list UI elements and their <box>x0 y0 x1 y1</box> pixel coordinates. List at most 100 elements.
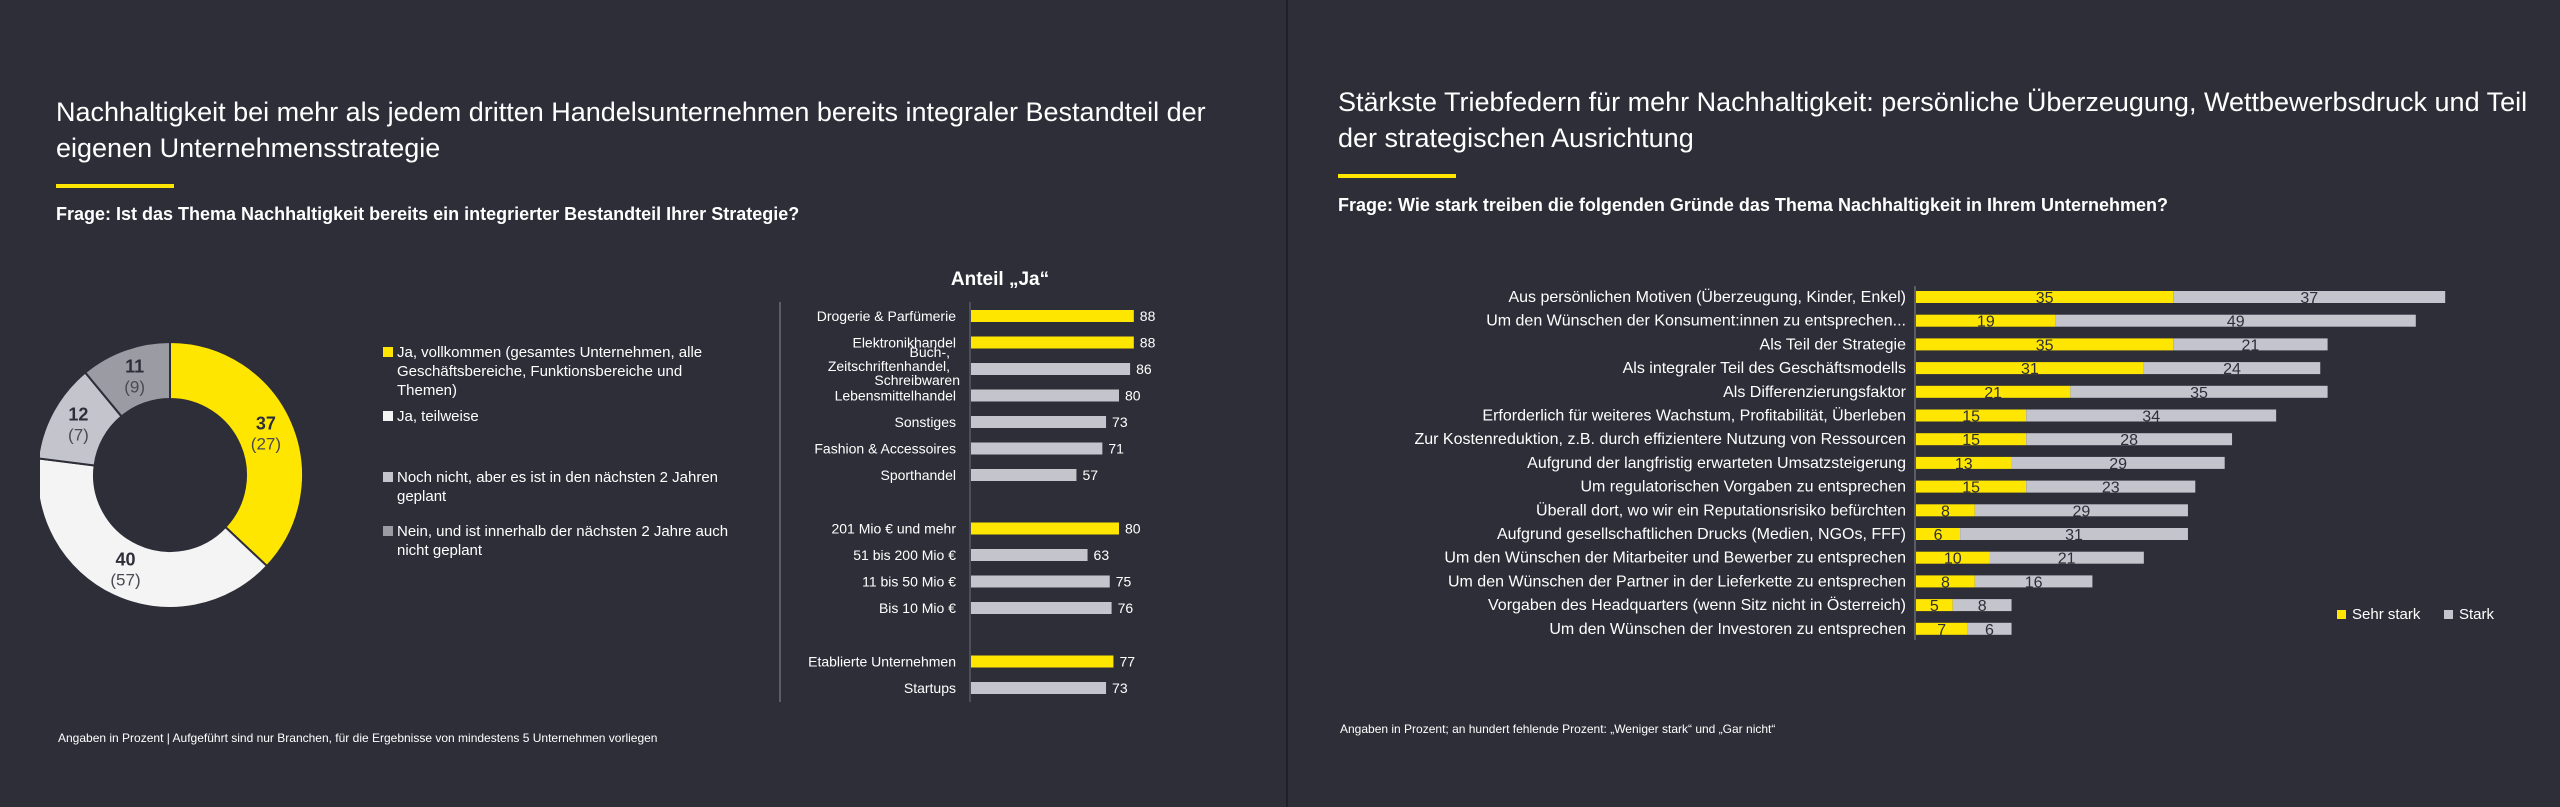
right-question: Frage: Wie stark treiben die folgenden G… <box>1338 195 2168 215</box>
segment-value-label: 6 <box>1934 527 1943 544</box>
stacked-bar-segment <box>2070 385 2328 398</box>
segment-value-label: 31 <box>2065 527 2083 544</box>
segment-value-label: 19 <box>1977 314 1995 331</box>
segment-value-label: 21 <box>2058 551 2076 568</box>
right-accent-bar <box>1338 174 1456 178</box>
bar <box>971 363 1131 375</box>
segment-value-label: 15 <box>1962 409 1980 426</box>
segment-value-label: 13 <box>1955 456 1973 473</box>
stacked-bar-segment <box>1916 433 2027 446</box>
bar-category-label: Drogerie & Parfümerie <box>817 308 956 324</box>
stacked-bar-segment <box>2173 338 2328 351</box>
bar-value-label: 88 <box>1140 335 1156 351</box>
legend-swatch <box>2444 610 2453 619</box>
donut-previous-label: (7) <box>68 426 89 445</box>
share-yes-chart-title: Anteil „Ja“ <box>951 269 1049 290</box>
stacked-bar-segment <box>2026 433 2233 446</box>
bar-category-label: Elektronikhandel <box>852 335 956 351</box>
legend-label: Sehr stark <box>2352 606 2421 623</box>
bar <box>971 682 1107 694</box>
driver-category-label: Zur Kostenreduktion, z.B. durch effizien… <box>1414 431 1906 448</box>
donut-value-label: 37 <box>256 413 276 433</box>
right-title: Stärkste Triebfedern für mehr Nachhaltig… <box>1338 87 2528 153</box>
right-slide: Stärkste Triebfedern für mehr Nachhaltig… <box>1288 0 2560 807</box>
segment-value-label: 21 <box>1984 385 2002 402</box>
bar-category-label: Lebensmittelhandel <box>835 388 956 404</box>
bar <box>971 655 1114 668</box>
segment-value-label: 49 <box>2227 314 2245 331</box>
bar <box>971 522 1119 535</box>
segment-value-label: 29 <box>2072 503 2090 520</box>
driver-category-label: Als Differenzierungsfaktor <box>1723 384 1907 401</box>
driver-category-label: Aufgrund der langfristig erwarteten Umsa… <box>1527 455 1906 472</box>
segment-value-label: 8 <box>1941 503 1950 520</box>
stacked-bar-segment <box>1916 385 2071 398</box>
stacked-bar-segment <box>1974 575 2093 588</box>
driver-category-label: Um den Wünschen der Investoren zu entspr… <box>1549 621 1906 638</box>
bar-category-label: 201 Mio € und mehr <box>831 521 956 537</box>
bar-category-label: Etablierte Unternehmen <box>808 654 956 670</box>
stacked-bar-segment <box>2011 456 2225 469</box>
bar-value-label: 80 <box>1125 521 1141 537</box>
donut-slice <box>169 340 304 568</box>
stacked-bar-segment <box>1916 551 1990 564</box>
segment-value-label: 21 <box>2242 337 2260 354</box>
bar <box>971 389 1119 402</box>
driver-category-label: Um regulatorischen Vorgaben zu entsprech… <box>1580 479 1906 496</box>
stacked-bar-segment <box>1916 456 2012 469</box>
drivers-stacked-bar-chart: Aus persönlichen Motiven (Überzeugung, K… <box>1414 286 2495 640</box>
left-question: Frage: Ist das Thema Nachhaltigkeit bere… <box>56 204 800 224</box>
stacked-bar-segment <box>1916 575 1975 588</box>
bar-category-label: Fashion & Accessoires <box>814 441 956 457</box>
bar-value-label: 88 <box>1140 308 1156 324</box>
legend-swatch <box>383 411 393 421</box>
segment-value-label: 35 <box>2190 385 2208 402</box>
driver-category-label: Um den Wünschen der Mitarbeiter und Bewe… <box>1444 550 1906 567</box>
bar-category-label: Bis 10 Mio € <box>879 600 956 616</box>
legend-label: Stark <box>2459 606 2495 623</box>
stacked-bar-segment <box>2055 314 2416 327</box>
segment-value-label: 29 <box>2109 456 2127 473</box>
stacked-bar-segment <box>1916 314 2056 327</box>
donut-previous-label: (9) <box>124 378 145 397</box>
stacked-bar-segment <box>1916 528 1961 540</box>
bar-value-label: 77 <box>1119 654 1135 670</box>
segment-value-label: 34 <box>2142 409 2160 426</box>
segment-value-label: 31 <box>2021 361 2039 378</box>
stacked-bar-segment <box>1916 362 2144 375</box>
driver-category-label: Erforderlich für weiteres Wachstum, Prof… <box>1482 407 1906 425</box>
slide-divider <box>1286 0 1288 807</box>
driver-category-label: Um den Wünschen der Partner in der Liefe… <box>1448 573 1906 590</box>
bar-value-label: 76 <box>1118 600 1134 616</box>
stacked-bar-segment <box>2173 291 2446 303</box>
legend-label: Noch nicht, aber es ist in den nächsten … <box>397 469 718 505</box>
bar-value-label: 57 <box>1082 467 1098 483</box>
stacked-bar-segment <box>1960 528 2188 540</box>
bar-category-label: 51 bis 200 Mio € <box>853 547 956 563</box>
legend-label: Ja, teilweise <box>397 408 479 425</box>
stacked-bar-segment <box>1916 409 2027 422</box>
bar-category-label: Sonstiges <box>895 414 956 430</box>
stacked-bar-segment <box>2026 409 2277 422</box>
donut-value-label: 11 <box>125 357 144 377</box>
segment-value-label: 15 <box>1962 432 1980 449</box>
bar <box>971 310 1134 322</box>
left-accent-bar <box>56 184 174 188</box>
donut-slice <box>83 340 171 418</box>
donut-previous-label: (27) <box>251 434 281 453</box>
stacked-bar-segment <box>1952 599 2012 612</box>
bar-value-label: 86 <box>1136 361 1152 377</box>
legend-swatch <box>383 526 393 536</box>
stacked-bar-segment <box>1916 599 1953 612</box>
bar-value-label: 63 <box>1094 547 1110 563</box>
legend-swatch <box>2337 610 2346 619</box>
segment-value-label: 24 <box>2223 361 2241 378</box>
bar-category-label: 11 bis 50 Mio € <box>862 574 956 590</box>
stacked-bar-segment <box>1974 504 2188 517</box>
segment-value-label: 8 <box>1978 598 1987 615</box>
donut-slice <box>40 457 269 609</box>
stacked-bar-segment <box>1916 480 2027 493</box>
bar <box>971 469 1077 481</box>
legend-swatch <box>383 472 393 482</box>
bar <box>971 442 1103 455</box>
